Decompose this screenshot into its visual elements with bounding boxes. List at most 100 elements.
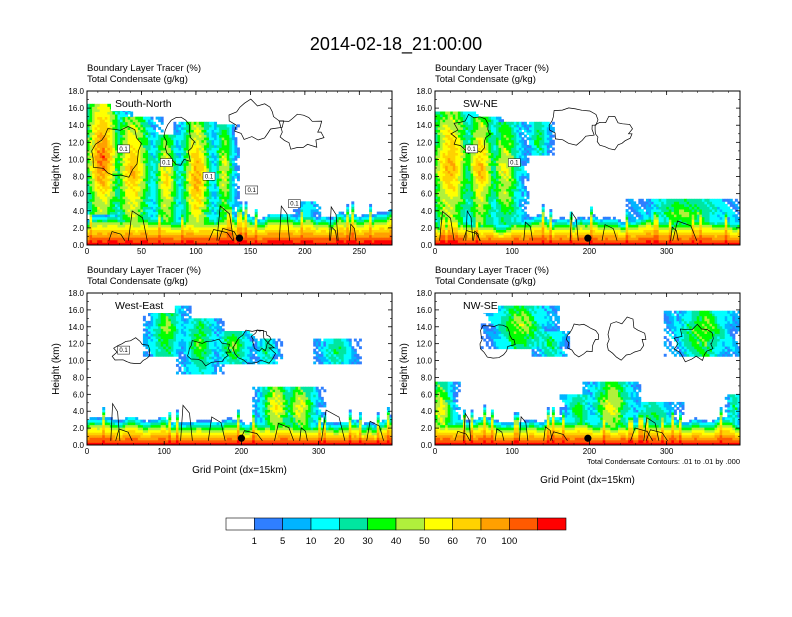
x-tick-label: 100 — [189, 247, 203, 256]
contour-line — [595, 116, 632, 150]
panel-label: West-East — [115, 300, 163, 312]
x-tick-label: 100 — [506, 247, 520, 256]
panel-header-condensate: Total Condensate (g/kg) — [435, 74, 536, 85]
y-tick-label: 16.0 — [68, 306, 84, 315]
y-tick-label: 0.0 — [73, 241, 85, 250]
y-tick-label: 12.0 — [416, 138, 432, 147]
y-tick-label: 2.0 — [421, 224, 433, 233]
x-tick-label: 200 — [583, 447, 597, 456]
contour-line — [549, 108, 598, 145]
y-axis-title: Height (km) — [399, 142, 410, 194]
x-tick-label: 300 — [660, 247, 674, 256]
contour-label: 0.1 — [205, 174, 214, 180]
x-tick-label: 200 — [583, 247, 597, 256]
colorbar-label: 30 — [362, 536, 373, 547]
contour-label: 0.1 — [248, 188, 257, 194]
y-tick-label: 8.0 — [421, 173, 433, 182]
tracer-field — [87, 104, 392, 246]
colorbar-swatch — [311, 518, 339, 530]
y-tick-label: 12.0 — [68, 138, 84, 147]
colorbar-swatch — [254, 518, 282, 530]
x-tick-label: 250 — [353, 247, 367, 256]
colorbar-swatch — [424, 518, 452, 530]
tracer-field — [87, 306, 392, 446]
y-tick-label: 4.0 — [421, 407, 433, 416]
colorbar-label: 100 — [501, 536, 517, 547]
contour-label: 0.1 — [119, 348, 128, 354]
y-tick-label: 0.0 — [421, 241, 433, 250]
y-tick-label: 2.0 — [73, 424, 85, 433]
colorbar-label: 1 — [252, 536, 257, 547]
contour-label: 0.1 — [510, 161, 519, 167]
y-tick-label: 18.0 — [416, 289, 432, 298]
colorbar-swatch — [481, 518, 509, 530]
panel-south-north: Boundary Layer Tracer (%)Total Condensat… — [51, 63, 392, 256]
contour-line — [279, 114, 324, 149]
y-tick-label: 4.0 — [421, 207, 433, 216]
panel-label: South-North — [115, 98, 172, 110]
colorbar-swatch — [226, 518, 254, 530]
y-tick-label: 16.0 — [416, 306, 432, 315]
location-marker — [584, 435, 591, 442]
x-tick-label: 0 — [433, 247, 438, 256]
colorbar-label: 70 — [476, 536, 487, 547]
y-tick-label: 18.0 — [68, 87, 84, 96]
y-tick-label: 4.0 — [73, 407, 85, 416]
colorbar-swatch — [339, 518, 367, 530]
y-tick-label: 4.0 — [73, 207, 85, 216]
colorbar-label: 10 — [306, 536, 317, 547]
y-tick-label: 6.0 — [73, 190, 85, 199]
panel-header-tracer: Boundary Layer Tracer (%) — [87, 63, 201, 74]
colorbar-label: 50 — [419, 536, 430, 547]
panels: Boundary Layer Tracer (%)Total Condensat… — [51, 63, 740, 486]
contour-line — [607, 317, 646, 360]
y-tick-label: 16.0 — [416, 104, 432, 113]
colorbar-swatch — [396, 518, 424, 530]
tracer-field — [435, 112, 740, 246]
y-axis-title: Height (km) — [51, 343, 62, 395]
panel-header-tracer: Boundary Layer Tracer (%) — [435, 63, 549, 74]
panel-header-tracer: Boundary Layer Tracer (%) — [435, 265, 549, 276]
colorbar-swatch — [538, 518, 566, 530]
y-tick-label: 6.0 — [73, 390, 85, 399]
y-tick-label: 18.0 — [416, 87, 432, 96]
y-tick-label: 2.0 — [421, 424, 433, 433]
y-tick-label: 14.0 — [68, 323, 84, 332]
contour-label: 0.1 — [162, 161, 171, 167]
y-tick-label: 8.0 — [73, 173, 85, 182]
y-tick-label: 10.0 — [416, 357, 432, 366]
x-tick-label: 150 — [244, 247, 258, 256]
x-tick-label: 0 — [85, 247, 90, 256]
y-tick-label: 12.0 — [416, 340, 432, 349]
location-marker — [584, 235, 591, 242]
contour-line — [229, 99, 284, 140]
contour-label: 0.1 — [119, 147, 128, 153]
x-tick-label: 200 — [235, 447, 249, 456]
panel-west-east: Boundary Layer Tracer (%)Total Condensat… — [51, 265, 392, 476]
y-tick-label: 10.0 — [68, 155, 84, 164]
colorbar-swatch — [283, 518, 311, 530]
x-tick-label: 200 — [298, 247, 312, 256]
colorbar-swatch — [453, 518, 481, 530]
colorbar-label: 20 — [334, 536, 345, 547]
y-tick-label: 8.0 — [421, 373, 433, 382]
figure-title: 2014-02-18_21:00:00 — [310, 34, 482, 55]
panel-header-condensate: Total Condensate (g/kg) — [435, 276, 536, 287]
x-tick-label: 100 — [506, 447, 520, 456]
y-tick-label: 14.0 — [416, 323, 432, 332]
x-axis-title: Grid Point (dx=15km) — [192, 465, 287, 476]
panel-header-condensate: Total Condensate (g/kg) — [87, 74, 188, 85]
y-axis-title: Height (km) — [399, 343, 410, 395]
colorbar-label: 5 — [280, 536, 285, 547]
y-tick-label: 10.0 — [68, 357, 84, 366]
x-tick-label: 0 — [433, 447, 438, 456]
panel-label: SW-NE — [463, 98, 498, 110]
location-marker — [238, 435, 245, 442]
colorbar-label: 40 — [391, 536, 402, 547]
y-tick-label: 16.0 — [68, 104, 84, 113]
y-tick-label: 8.0 — [73, 373, 85, 382]
y-tick-label: 0.0 — [73, 441, 85, 450]
panel-header-condensate: Total Condensate (g/kg) — [87, 276, 188, 287]
